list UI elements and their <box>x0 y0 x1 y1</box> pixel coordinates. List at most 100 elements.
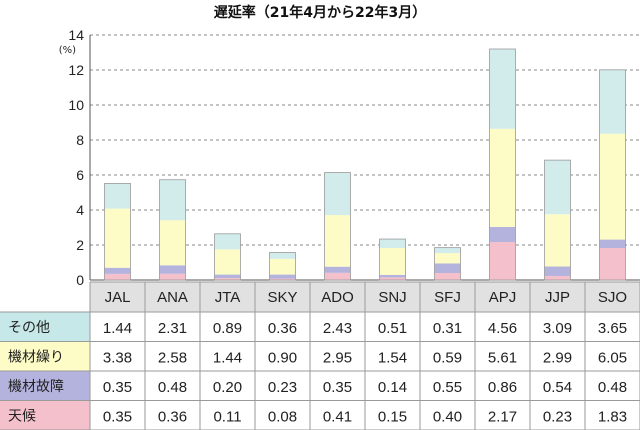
category-label: JAL <box>105 289 131 306</box>
y-tick-label: 10 <box>68 97 84 113</box>
category-label: JJP <box>545 289 570 306</box>
row-label: その他 <box>8 320 50 336</box>
table-cell: 0.14 <box>378 379 407 396</box>
table-cell: 0.40 <box>433 409 462 426</box>
table-cell: 5.61 <box>488 350 517 367</box>
row-label: 機材故障 <box>8 379 64 395</box>
table-cell: 1.83 <box>598 409 627 426</box>
bar-segment <box>159 220 186 266</box>
category-label: ANA <box>157 289 188 306</box>
bar-outline <box>324 172 351 281</box>
bar-segment <box>269 274 296 279</box>
category-label: JTA <box>215 289 241 306</box>
table-cell: 0.54 <box>543 379 572 396</box>
bar-segment <box>599 69 626 134</box>
table-cell: 0.31 <box>433 320 462 337</box>
y-tick-label: 4 <box>76 202 84 218</box>
bar-segment <box>599 239 626 248</box>
bar-segment <box>159 273 186 280</box>
table-cell: 3.65 <box>598 320 627 337</box>
bar-segment <box>324 172 351 216</box>
bar-outline <box>159 179 186 281</box>
table-cell: 0.89 <box>213 320 242 337</box>
bar-outline <box>489 48 516 281</box>
bar-segment <box>434 253 461 264</box>
table-cell: 0.35 <box>323 379 352 396</box>
bar-segment <box>324 266 351 273</box>
y-tick-label: 12 <box>68 62 84 78</box>
row-label: 天候 <box>8 409 36 425</box>
bar-outline <box>104 182 131 281</box>
table-cell: 2.17 <box>488 409 517 426</box>
table-cell: 6.05 <box>598 350 627 367</box>
y-tick-label: 14 <box>68 27 84 43</box>
bar-segment <box>104 183 131 209</box>
bar-outline <box>214 233 241 281</box>
table-cell: 1.54 <box>378 350 407 367</box>
y-tick-label: 6 <box>76 167 84 183</box>
table-cell: 0.15 <box>378 409 407 426</box>
row-label-bg <box>0 312 90 342</box>
bar-segment <box>104 267 131 274</box>
table-cell: 0.23 <box>543 409 572 426</box>
y-tick-label: 8 <box>76 132 84 148</box>
bar-segment <box>269 252 296 259</box>
table-cell: 1.44 <box>213 350 242 367</box>
category-label: SNJ <box>378 289 406 306</box>
bar-segment <box>159 265 186 274</box>
table-cell: 0.36 <box>268 320 297 337</box>
table-cell: 0.51 <box>378 320 407 337</box>
table-cell: 0.08 <box>268 409 297 426</box>
bar-segment <box>379 247 406 275</box>
bar-segment <box>104 273 131 280</box>
table-cell: 2.31 <box>158 320 187 337</box>
table-cell: 0.86 <box>488 379 517 396</box>
bar-segment <box>489 242 516 280</box>
bar-segment <box>489 128 516 227</box>
bar-segment <box>269 258 296 275</box>
category-label: SJO <box>598 289 627 306</box>
bar-segment <box>214 274 241 279</box>
bar-segment <box>489 49 516 129</box>
bar-segment <box>324 272 351 280</box>
data-table: JAL ANA JTA SKY ADO SNJ SFJ APJ JJP SJO その他 1.44 2.3… <box>0 35 640 430</box>
table-cell: 0.35 <box>103 409 132 426</box>
bars <box>104 48 626 281</box>
y-tick-label: 0 <box>76 272 84 288</box>
bar-outline <box>434 247 461 281</box>
table-cell: 0.20 <box>213 379 242 396</box>
bar-segment <box>324 215 351 267</box>
table-cell: 2.99 <box>543 350 572 367</box>
category-label: SKY <box>267 289 297 306</box>
bar-segment <box>214 249 241 275</box>
table-cell: 0.41 <box>323 409 352 426</box>
bar-segment <box>544 266 571 276</box>
table-cell: 0.59 <box>433 350 462 367</box>
bar-segment <box>159 179 186 221</box>
table-cell: 0.48 <box>158 379 187 396</box>
bar-segment <box>379 277 406 280</box>
table-cell: 2.43 <box>323 320 352 337</box>
table-cell: 0.11 <box>213 409 241 426</box>
bar-outline <box>599 69 626 281</box>
table-cell: 3.09 <box>543 320 572 337</box>
bar-segment <box>544 275 571 280</box>
category-label: ADO <box>321 289 354 306</box>
row-label-bg <box>0 341 90 371</box>
table-cell: 0.36 <box>158 409 187 426</box>
bar-outline <box>269 252 296 281</box>
table-cell: 4.56 <box>488 320 517 337</box>
bar-segment <box>544 214 571 267</box>
table-cell: 0.90 <box>268 350 297 367</box>
bar-segment <box>379 239 406 248</box>
bar-segment <box>434 273 461 280</box>
bar-segment <box>214 233 241 250</box>
row-label-bg <box>0 371 90 401</box>
bar-segment <box>434 247 461 254</box>
bar-segment <box>544 160 571 215</box>
bar-segment <box>434 263 461 273</box>
table-cell: 0.35 <box>103 379 132 396</box>
table-cell: 2.95 <box>323 350 352 367</box>
y-axis: (%) 0 2 4 6 8 10 12 14 <box>59 27 85 288</box>
